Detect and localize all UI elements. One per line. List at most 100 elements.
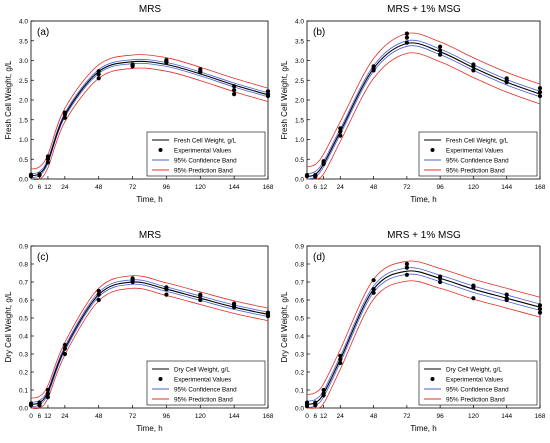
- x-tick-label: 72: [129, 413, 137, 420]
- prediction-band-lower: [306, 280, 541, 409]
- panel-c: MRS(c)0.00.10.20.30.40.50.60.70.80.90 6 12…: [4, 230, 274, 433]
- confidence-band-upper: [30, 58, 269, 175]
- fit-line: [30, 60, 269, 177]
- experimental-point: [45, 387, 51, 393]
- y-tick-label: 0.6: [19, 298, 28, 305]
- y-tick-label: 0.8: [19, 262, 28, 269]
- experimental-point: [321, 159, 326, 164]
- experimental-point: [438, 52, 443, 57]
- experimental-point: [37, 172, 42, 177]
- experimental-point: [471, 296, 476, 301]
- legend-item-confidence: 95% Confidence Band: [174, 386, 237, 393]
- experimental-point: [438, 274, 443, 279]
- y-tick-label: 1.5: [295, 117, 304, 124]
- y-tick-label: 0.1: [19, 388, 28, 395]
- x-tick-label: 144: [501, 413, 512, 420]
- y-tick-label: 0.5: [295, 316, 304, 323]
- experimental-point: [265, 310, 271, 315]
- confidence-band-lower: [30, 62, 269, 179]
- confidence-band-upper: [30, 279, 269, 403]
- confidence-band-lower: [306, 45, 541, 180]
- x-tick-label: 6: [314, 413, 318, 420]
- y-tick-label: 2.0: [19, 98, 28, 105]
- prediction-band-lower: [306, 52, 541, 180]
- y-axis-label: Dry Cell Weight, g/L: [280, 291, 289, 363]
- prediction-band-lower: [30, 67, 269, 181]
- legend-item-confidence: 95% Confidence Band: [446, 157, 509, 164]
- prediction-band-upper: [30, 54, 269, 170]
- prediction-band-lower: [30, 287, 269, 410]
- y-tick-label: 0.7: [19, 280, 28, 287]
- experimental-point: [438, 48, 443, 53]
- x-axis-label: Time, h: [410, 195, 436, 204]
- x-tick-label: 144: [501, 184, 512, 191]
- experimental-point: [304, 400, 310, 405]
- y-tick-label: 0.5: [19, 316, 28, 323]
- legend: Fresh Cell Weight, g/L Experimental Value…: [418, 131, 538, 177]
- confidence-band-lower: [30, 283, 269, 407]
- legend-box: [418, 360, 538, 406]
- x-tick-label: 168: [263, 184, 274, 191]
- experimental-point: [371, 290, 376, 295]
- x-axis-label: Time, h: [136, 424, 162, 433]
- x-tick-label: 168: [535, 184, 546, 191]
- experimental-point: [504, 292, 509, 297]
- legend-item-experimental: Experimental Values: [446, 147, 503, 154]
- x-tick-label: 72: [403, 413, 411, 420]
- experimental-point: [62, 351, 67, 357]
- y-tick-label: 2.5: [19, 78, 28, 85]
- experimental-point: [45, 391, 51, 396]
- x-tick-label: 144: [229, 184, 240, 191]
- legend: Dry Cell Weight, g/L Experimental Values 9…: [146, 360, 266, 406]
- experimental-point: [404, 261, 409, 267]
- y-tick-label: 1.0: [19, 137, 28, 144]
- confidence-band-lower: [306, 273, 541, 408]
- experimental-point: [504, 76, 509, 81]
- experimental-point: [164, 58, 169, 63]
- x-tick-label: 48: [95, 413, 103, 420]
- experimental-point: [96, 76, 101, 81]
- experimental-point: [338, 129, 343, 134]
- experimental-point: [537, 93, 543, 99]
- y-tick-label: 3.5: [19, 38, 28, 45]
- y-tick-label: 2.0: [295, 98, 304, 105]
- plot-frame: [30, 245, 269, 409]
- experimental-point: [198, 297, 203, 303]
- chart-title: MRS + 1% MSG: [387, 4, 461, 15]
- y-tick-label: 0.3: [19, 352, 28, 359]
- y-tick-label: 4.0: [19, 19, 28, 26]
- legend-item-experimental-swatch: [430, 377, 435, 381]
- x-tick-label: 12: [320, 184, 328, 191]
- x-tick-label: 96: [163, 184, 171, 191]
- chart-title: MRS + 1% MSG: [387, 230, 461, 241]
- y-tick-label: 1.5: [19, 117, 28, 124]
- y-tick-label: 0.2: [19, 370, 28, 377]
- experimental-point: [504, 296, 509, 301]
- experimental-point: [96, 288, 101, 294]
- legend-item-confidence: 95% Confidence Band: [174, 157, 237, 164]
- y-tick-label: 0.2: [295, 370, 304, 377]
- experimental-point: [232, 84, 237, 89]
- confidence-band-upper: [306, 39, 541, 175]
- experimental-point: [232, 88, 237, 93]
- x-tick-label: 24: [61, 413, 69, 420]
- panel-label: (b): [313, 27, 325, 38]
- y-tick-label: 0.0: [19, 406, 28, 413]
- x-tick-label: 168: [535, 413, 546, 420]
- x-tick-label: 6: [314, 184, 318, 191]
- y-tick-label: 4.0: [295, 19, 304, 26]
- x-tick-label: 168: [263, 413, 274, 420]
- x-tick-label: 120: [195, 184, 206, 191]
- x-tick-label: 48: [370, 413, 378, 420]
- y-tick-label: 0.9: [295, 244, 304, 251]
- experimental-point: [338, 357, 343, 362]
- y-tick-label: 0.6: [295, 298, 304, 305]
- x-tick-label: 120: [195, 413, 206, 420]
- y-tick-label: 3.0: [19, 58, 28, 65]
- experimental-point: [321, 387, 326, 393]
- x-tick-label: 120: [468, 413, 479, 420]
- experimental-point: [338, 353, 343, 358]
- experimental-point: [96, 69, 101, 74]
- experimental-point: [62, 110, 67, 115]
- legend-item-experimental-swatch: [158, 148, 163, 152]
